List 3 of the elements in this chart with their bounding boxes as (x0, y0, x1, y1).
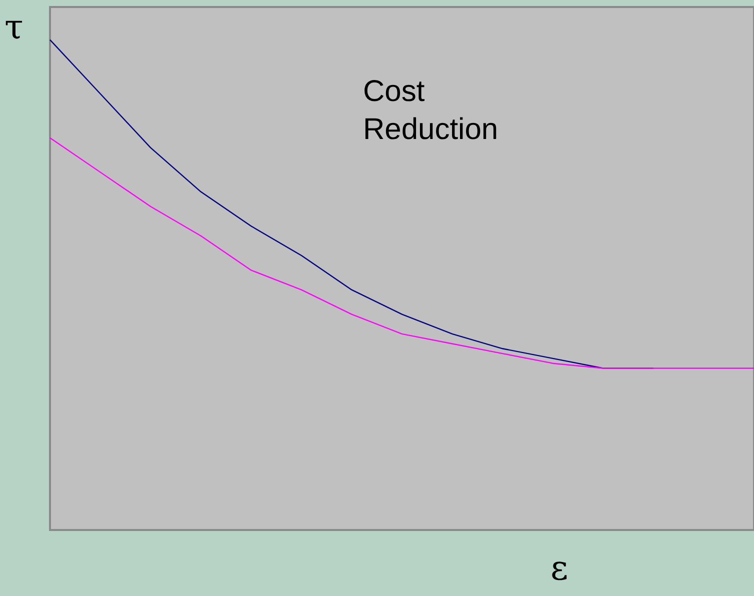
y-axis-title: τ (4, 8, 24, 48)
annotation: Cost Reduction (363, 75, 498, 146)
x-axis-title: ε (550, 548, 568, 588)
